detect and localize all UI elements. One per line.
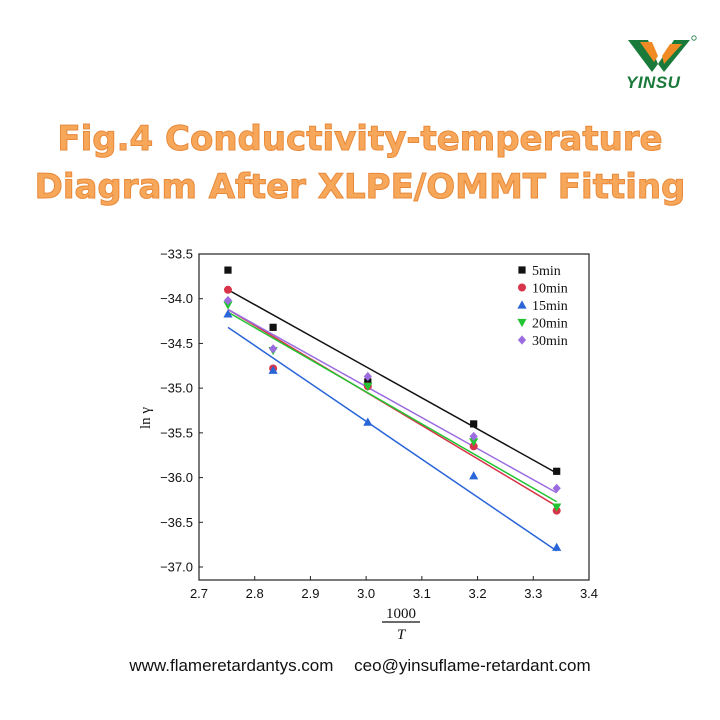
x-tick-label: 3.4 xyxy=(580,586,598,601)
data-point-5min xyxy=(470,420,478,428)
y-tick-label: −35.0 xyxy=(160,381,193,396)
x-axis-label-denominator: T xyxy=(397,627,407,643)
data-point-15min xyxy=(223,309,233,318)
legend-marker-30min xyxy=(517,335,527,345)
website-link[interactable]: www.flameretardantys.com xyxy=(129,656,334,675)
data-points xyxy=(223,266,562,551)
data-point-15min xyxy=(469,471,479,480)
data-point-15min xyxy=(268,365,278,374)
legend-label-20min: 20min xyxy=(532,317,568,332)
data-point-20min xyxy=(469,438,479,447)
data-point-30min xyxy=(552,483,561,493)
legend-label-5min: 5min xyxy=(532,264,561,279)
data-point-15min xyxy=(552,542,562,551)
y-tick-label: −36.5 xyxy=(160,515,193,530)
y-tick-label: −34.0 xyxy=(160,291,193,306)
legend-label-30min: 30min xyxy=(532,334,568,349)
chart-legend: 5min 10min 15min 20min 30min xyxy=(517,264,568,349)
data-point-5min xyxy=(224,266,232,274)
fit-lines xyxy=(227,289,558,552)
x-tick-label: 2.7 xyxy=(190,586,208,601)
fit-line-10min xyxy=(227,308,558,507)
data-point-30min xyxy=(469,431,478,442)
x-tick-label: 3.2 xyxy=(469,586,487,601)
data-point-20min xyxy=(363,382,373,391)
data-point-20min xyxy=(223,301,233,310)
figure-title-line-2: Diagram After XLPE/OMMT Fitting xyxy=(34,167,686,208)
data-point-10min xyxy=(223,285,232,294)
email-link[interactable]: ceo@yinsuflame-retardant.com xyxy=(354,656,591,675)
brand-name: YINSU xyxy=(626,73,681,92)
plot-area-frame xyxy=(198,253,590,581)
x-tick-label: 3.1 xyxy=(413,586,431,601)
legend-marker-5min xyxy=(518,266,526,274)
data-point-5min xyxy=(269,323,277,331)
data-point-30min xyxy=(269,344,278,354)
axis-ticks: 2.7 2.8 2.9 3.0 3.1 3.2 3.3 3.4 −33.5 −34.0 −34.5 −… xyxy=(160,247,598,602)
legend-label-10min: 10min xyxy=(532,282,568,297)
x-tick-label: 3.0 xyxy=(357,586,375,601)
x-tick-label: 3.3 xyxy=(524,586,542,601)
y-tick-label: −36.0 xyxy=(160,470,193,485)
legend-marker-15min xyxy=(517,300,527,309)
legend-label-15min: 15min xyxy=(532,299,568,314)
y-tick-label: −33.5 xyxy=(160,247,193,262)
y-tick-label: −37.0 xyxy=(160,560,193,575)
legend-marker-20min xyxy=(517,318,527,328)
data-point-5min xyxy=(553,467,561,475)
yinsu-logo xyxy=(628,35,697,72)
y-tick-label: −35.5 xyxy=(160,425,193,440)
footer: www.flameretardantys.com ceo@yinsuflame-… xyxy=(0,656,720,676)
data-point-20min xyxy=(552,503,562,512)
data-point-5min xyxy=(364,378,372,386)
fit-line-15min xyxy=(227,326,558,552)
data-point-30min xyxy=(363,371,372,382)
x-axis-label-numerator: 1000 xyxy=(386,606,416,622)
x-tick-label: 2.8 xyxy=(246,586,264,601)
figure-title-line-1: Fig.4 Conductivity-temperature xyxy=(57,119,663,160)
y-axis-label: ln γ xyxy=(138,407,154,429)
fit-line-30min xyxy=(227,308,558,494)
y-tick-label: −34.5 xyxy=(160,336,193,351)
fit-line-20min xyxy=(227,311,558,503)
legend-marker-10min xyxy=(518,283,526,292)
data-point-30min xyxy=(223,295,233,306)
data-point-15min xyxy=(363,417,373,426)
x-tick-label: 2.9 xyxy=(301,586,319,601)
fit-line-5min xyxy=(227,289,558,474)
